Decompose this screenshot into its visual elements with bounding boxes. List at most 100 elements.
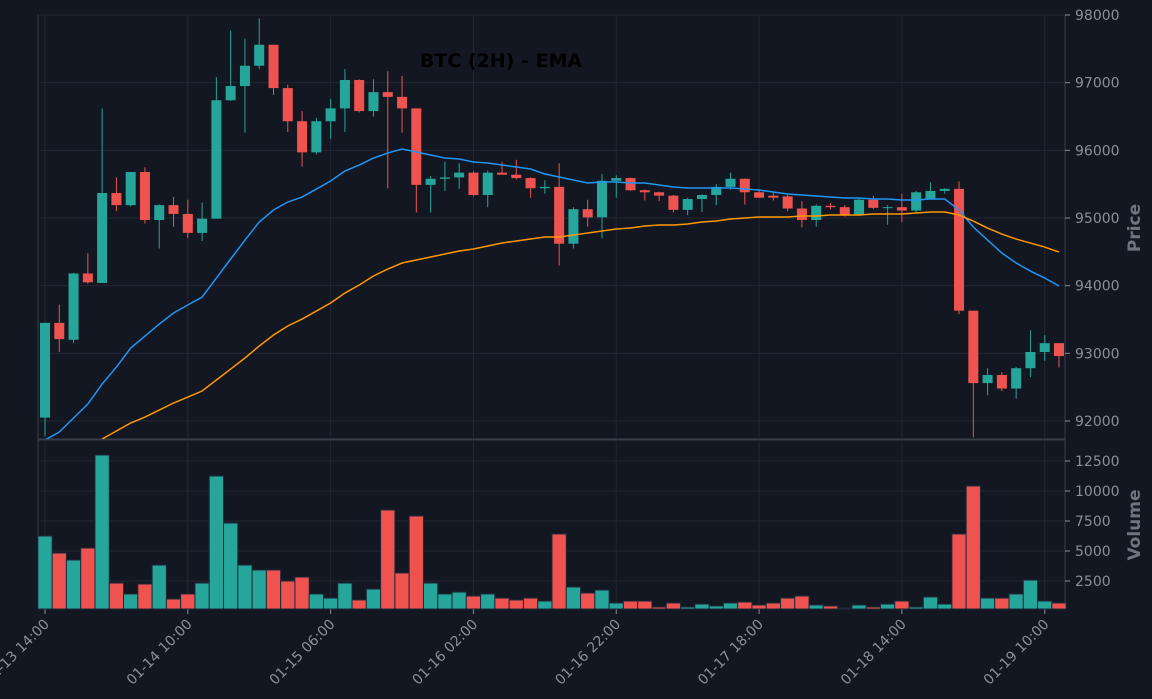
- y-tick-label: 97000: [1075, 76, 1120, 92]
- volume-bar: [480, 593, 496, 610]
- volume-bar: [522, 597, 539, 610]
- candle-body: [982, 374, 993, 384]
- candle-body: [297, 121, 308, 153]
- candle-body: [654, 192, 665, 196]
- volume-tick-label: 7500: [1075, 514, 1111, 530]
- candle-body: [68, 273, 79, 340]
- candle-body: [711, 186, 722, 195]
- volume-bar: [280, 580, 296, 610]
- volume-bar: [937, 603, 953, 610]
- candle-body: [582, 209, 593, 218]
- volume-bar: [380, 509, 396, 610]
- volume-bar: [708, 605, 724, 610]
- y-tick-label: 95000: [1075, 211, 1120, 227]
- volume-bar: [123, 593, 139, 610]
- volume-bar: [422, 582, 439, 610]
- volume-bar: [894, 600, 910, 610]
- candle-body: [325, 108, 336, 122]
- volume-bar: [965, 485, 981, 610]
- volume-axis-label: Volume: [1125, 489, 1145, 560]
- candle-body: [768, 195, 779, 198]
- volume-bar: [437, 593, 453, 610]
- candle-body: [282, 88, 293, 122]
- y-axis-label: Price: [1125, 204, 1145, 252]
- volume-bar: [394, 572, 410, 610]
- candle-body: [125, 171, 136, 206]
- volume-bar: [351, 599, 367, 610]
- x-tick-label: 01-15 06:00: [267, 617, 339, 689]
- candle-body: [668, 195, 679, 210]
- volume-bar: [751, 604, 767, 610]
- x-tick-label: 01-16 02:00: [410, 617, 482, 689]
- candle-body: [311, 121, 322, 153]
- x-tick-label: 01-19 10:00: [981, 617, 1053, 689]
- candle-body: [225, 86, 236, 101]
- candle-body: [482, 172, 493, 195]
- candle-body: [97, 192, 108, 283]
- candle-body: [754, 192, 765, 198]
- volume-bar: [194, 582, 210, 610]
- candle-body: [154, 205, 165, 221]
- candle-body: [382, 92, 393, 97]
- candle-body: [411, 108, 422, 185]
- candle-body: [854, 199, 865, 216]
- candle-body: [611, 178, 622, 181]
- volume-bar: [237, 564, 253, 610]
- volume-bar: [465, 595, 482, 610]
- volume-bar: [808, 604, 824, 610]
- volume-bar: [979, 597, 996, 610]
- candle-body: [468, 172, 479, 195]
- volume-bar: [180, 593, 196, 610]
- x-tick-label: 01-16 22:00: [552, 617, 624, 689]
- candle-body: [782, 196, 793, 209]
- volume-bar: [637, 600, 653, 610]
- volume-bar: [822, 605, 839, 610]
- chart-title: BTC (2H) - EMA: [420, 50, 582, 72]
- candle-body: [197, 218, 208, 233]
- candle-body: [568, 209, 579, 244]
- candle-body: [268, 44, 279, 89]
- volume-bar: [1051, 602, 1067, 610]
- volume-bar: [865, 606, 881, 610]
- candle-body: [796, 208, 807, 221]
- candle-body: [397, 96, 408, 109]
- volume-tick-label: 5000: [1075, 544, 1111, 560]
- volume-bar: [737, 601, 753, 610]
- volume-bar: [722, 602, 739, 610]
- volume-bar: [851, 604, 867, 610]
- x-tick-label: 01-14 10:00: [124, 617, 196, 689]
- volume-bar: [265, 569, 282, 610]
- candle-body: [954, 188, 965, 311]
- candle-body: [696, 194, 707, 200]
- candle-body: [168, 205, 179, 214]
- volume-bar: [551, 533, 567, 610]
- volume-bar: [765, 602, 782, 610]
- candle-body: [40, 322, 50, 418]
- volume-bar: [337, 582, 353, 610]
- volume-bar: [908, 606, 924, 610]
- candle-body: [254, 44, 265, 66]
- volume-bar: [580, 592, 596, 610]
- candle-body: [825, 205, 836, 208]
- y-tick-label: 92000: [1075, 414, 1120, 430]
- candle-body: [368, 92, 379, 112]
- candle-body: [211, 100, 222, 219]
- y-tick-label: 93000: [1075, 346, 1120, 362]
- candle-body: [539, 186, 550, 189]
- candle-body: [525, 178, 536, 189]
- volume-bar: [208, 475, 225, 610]
- candle-body: [1039, 343, 1050, 352]
- volume-bar: [665, 602, 682, 610]
- volume-bar: [622, 600, 639, 610]
- candle-body: [425, 178, 436, 185]
- volume-bar: [837, 607, 853, 610]
- volume-bar: [1037, 600, 1053, 610]
- volume-bar: [94, 454, 110, 610]
- candle-body: [596, 180, 607, 218]
- volume-bar: [508, 599, 524, 610]
- candle-body: [139, 171, 150, 221]
- candle-body: [682, 199, 693, 210]
- volume-bar: [1008, 593, 1024, 610]
- volume-bar: [694, 603, 710, 610]
